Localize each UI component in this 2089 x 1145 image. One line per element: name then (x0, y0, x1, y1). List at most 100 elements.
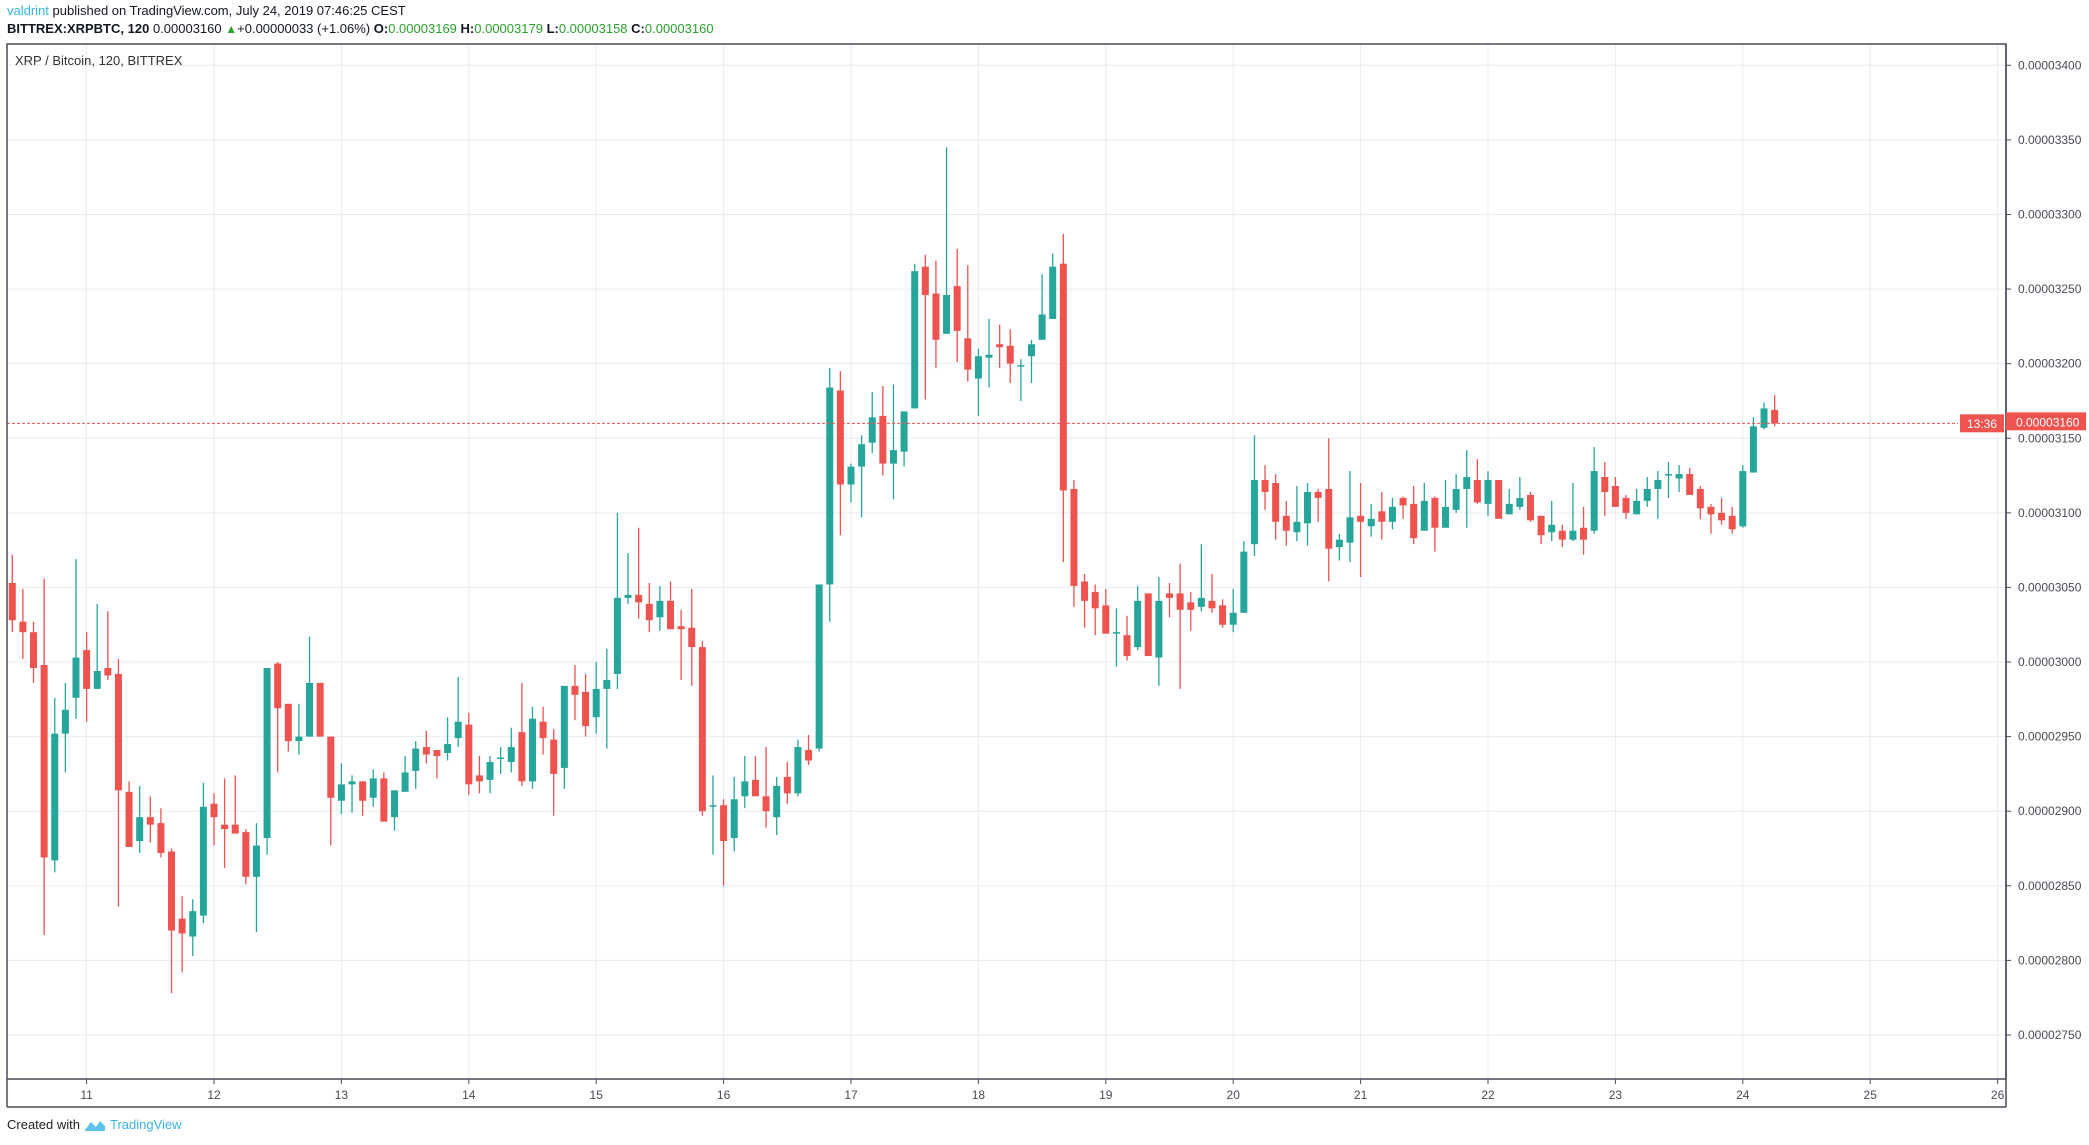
candle-body (8, 582, 16, 621)
candle-body (1293, 521, 1301, 533)
price-tick-label: 0.00003000 (2018, 655, 2082, 669)
candle-down (762, 747, 770, 828)
candle-down (1718, 497, 1726, 525)
candle-body (1134, 600, 1142, 648)
candle-up (1633, 488, 1641, 515)
candle-up (1484, 471, 1492, 516)
price-tick-label: 0.00003150 (2018, 431, 2082, 445)
candle-body (932, 293, 940, 340)
time-tick-label: 15 (590, 1088, 604, 1102)
candle-body (1707, 506, 1715, 515)
candle-body (1187, 602, 1195, 610)
tradingview-logo-icon (84, 1120, 105, 1131)
bar-countdown-label: 13:36 (1967, 417, 1997, 431)
candle-up (592, 662, 600, 734)
candle-body (263, 667, 271, 839)
candle-down (964, 265, 972, 382)
candle-body (889, 450, 897, 464)
time-tick-label: 14 (462, 1088, 476, 1102)
candle-body (751, 779, 759, 797)
candle-body (868, 417, 876, 443)
candle-down (1558, 524, 1566, 548)
candle-down (231, 775, 239, 834)
candle-up (773, 776, 781, 836)
candle-down (1495, 480, 1503, 519)
candle-body (40, 665, 48, 858)
candle-down (327, 736, 335, 846)
candle-body (199, 806, 207, 916)
candle-body (1144, 593, 1152, 657)
candle-down (1059, 233, 1067, 563)
candle-body (284, 703, 292, 742)
candle-down (1081, 574, 1089, 628)
candle-up (1367, 503, 1375, 537)
candle-up (868, 392, 876, 454)
candle-body (762, 796, 770, 812)
candle-body (1250, 480, 1258, 545)
author-link[interactable]: valdrint (7, 3, 49, 18)
candle-body (1070, 488, 1078, 586)
candle-down (1006, 329, 1014, 384)
candle-down (677, 609, 685, 680)
time-tick-label: 13 (335, 1088, 349, 1102)
candle-body (337, 784, 345, 801)
candle-down (1728, 506, 1736, 534)
candle-up (295, 703, 303, 755)
candle-down (475, 756, 483, 794)
price-tick-label: 0.00003400 (2018, 58, 2082, 72)
candle-body (1102, 605, 1110, 634)
candle-body (996, 344, 1004, 348)
candle-body (1176, 593, 1184, 610)
candle-body (911, 271, 919, 409)
candle-body (475, 775, 483, 782)
candle-down (1144, 593, 1152, 657)
created-with-text: Created with (7, 1117, 80, 1132)
candle-down (582, 673, 590, 737)
candle-body (465, 724, 473, 785)
candle-body (826, 387, 834, 585)
candle-body (136, 817, 144, 842)
high-label: H: (460, 21, 475, 36)
low-value: 0.00003158 (558, 21, 628, 36)
candle-down (1696, 485, 1704, 519)
candle-body (539, 721, 547, 739)
candle-body (635, 594, 643, 603)
candle-down (1187, 591, 1195, 631)
candle-up (826, 368, 834, 622)
candle-up (1112, 608, 1120, 667)
candle-down (805, 735, 813, 765)
candle-body (582, 691, 590, 727)
candle-body (1017, 365, 1025, 367)
candle-down (1622, 494, 1630, 519)
candle-up (61, 682, 69, 773)
candle-body (1261, 480, 1269, 492)
candle-down (221, 778, 229, 868)
time-axis[interactable]: 11 12 13 14 15 16 17 18 19 20 21 22 23 24 25 26 (80, 1079, 2005, 1102)
time-tick-label: 23 (1609, 1088, 1623, 1102)
candle-down (242, 829, 250, 885)
candle-down (1102, 588, 1110, 634)
candle-up (889, 384, 897, 500)
candle-up (497, 747, 505, 774)
candle-up (454, 676, 462, 748)
candle-down (879, 386, 887, 476)
candle-body (444, 744, 452, 754)
candle-body (486, 761, 494, 780)
triangle-up-icon: ▲ (225, 22, 238, 36)
candle-body (83, 650, 91, 689)
candle-body (1272, 483, 1280, 522)
candle-down (1070, 480, 1078, 607)
candle-up (1516, 477, 1524, 510)
candle-body (1601, 477, 1609, 492)
candle-body (252, 845, 260, 877)
candle-body (1580, 527, 1588, 540)
candle-up (911, 263, 919, 409)
candle-body (210, 803, 218, 818)
candle-body (560, 685, 568, 768)
candle-down (157, 808, 165, 858)
candle-down (114, 659, 122, 907)
tradingview-link[interactable]: TradingView (109, 1117, 182, 1132)
candle-body (1505, 503, 1513, 515)
price-axis[interactable]: 0.00003400 0.00003350 0.00003300 0.00003250… (2005, 44, 2082, 1079)
